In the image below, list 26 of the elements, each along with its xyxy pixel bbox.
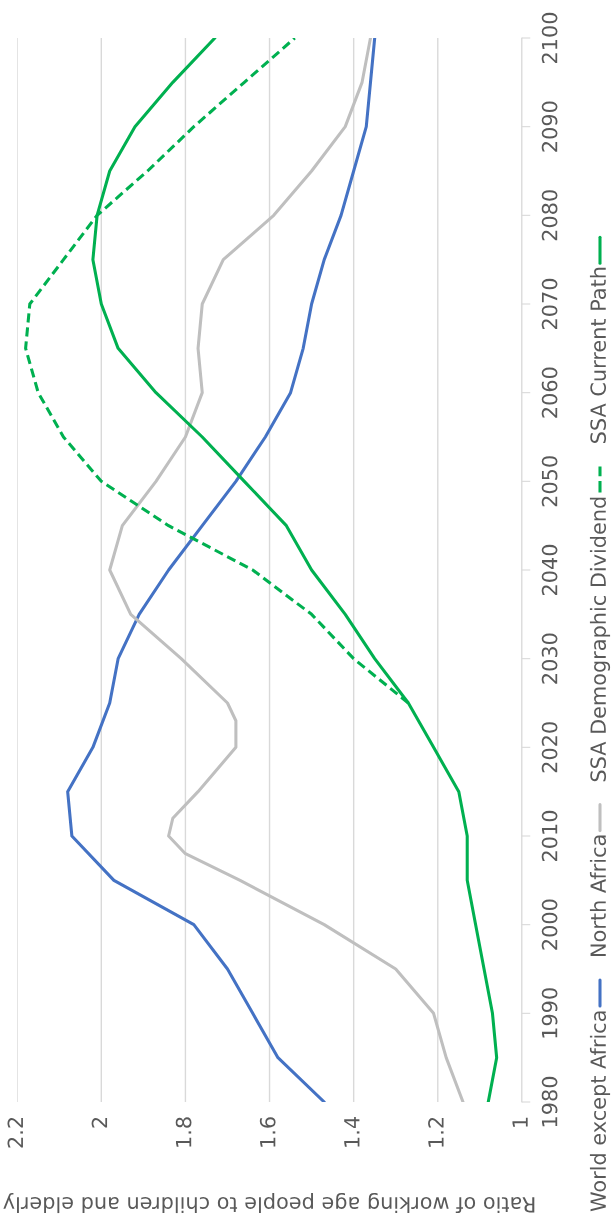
y-tick-label: 2080 — [541, 190, 558, 241]
y-tick-label: 2040 — [541, 544, 558, 595]
y-tick-label: 2010 — [541, 810, 558, 861]
y-tick-label: 1980 — [541, 1076, 558, 1127]
y-tick-label: 1990 — [541, 988, 558, 1038]
x-tick-label: 1 — [512, 1117, 528, 1127]
legend-label: SSA Current Path — [589, 267, 607, 443]
legend-label: World except Africa — [589, 1011, 611, 1212]
legend-label: North Africa — [589, 835, 607, 956]
x-axis-title: Ratio of working age people to children and elderly — [3, 1192, 535, 1214]
y-tick-label: 2090 — [541, 101, 558, 152]
x-tick-label: 2.2 — [7, 1117, 23, 1148]
legend-label: SSA Demographic Dividend — [589, 497, 611, 782]
y-tick-label: 2100 — [541, 12, 558, 63]
x-tick-label: 1.2 — [428, 1117, 444, 1147]
line-series — [66, 38, 377, 1102]
y-tick-label: 2030 — [541, 633, 558, 684]
x-tick-label: 1.8 — [175, 1117, 192, 1147]
y-tick-label: 2060 — [541, 367, 558, 418]
y-tick-label: 2000 — [541, 899, 558, 950]
x-tick-label: 2 — [91, 1117, 108, 1128]
x-tick-label: 1.6 — [259, 1117, 276, 1147]
y-tick-label: 2070 — [541, 278, 558, 329]
x-tick-label: 1.4 — [344, 1117, 360, 1147]
y-tick-label: 2020 — [541, 722, 558, 773]
y-tick-label: 2050 — [541, 456, 558, 507]
